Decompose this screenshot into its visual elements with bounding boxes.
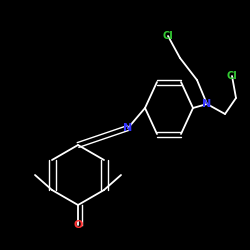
Text: Cl: Cl	[162, 31, 173, 41]
Text: O: O	[73, 220, 83, 230]
Text: N: N	[124, 123, 132, 133]
Text: N: N	[202, 99, 211, 109]
Text: Cl: Cl	[226, 71, 237, 81]
